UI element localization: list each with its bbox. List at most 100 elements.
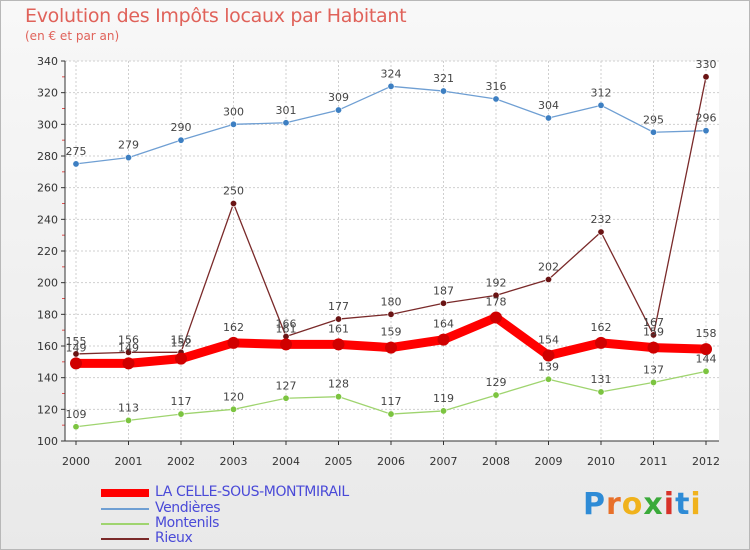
data-label-2: 128 <box>328 378 349 391</box>
series-point-1 <box>334 106 342 114</box>
y-tick-label: 260 <box>37 182 58 195</box>
data-label-0: 149 <box>118 341 139 354</box>
data-label-0: 162 <box>591 321 612 334</box>
y-tick-label: 180 <box>37 308 58 321</box>
data-label-1: 316 <box>486 80 507 93</box>
series-point-2 <box>702 367 710 375</box>
series-point-0 <box>437 333 450 346</box>
data-label-1: 301 <box>276 104 297 117</box>
series-point-3 <box>649 331 657 339</box>
series-point-2 <box>177 410 185 418</box>
y-tick-label: 220 <box>37 245 58 258</box>
data-label-1: 300 <box>223 105 244 118</box>
data-label-3: 156 <box>171 333 192 346</box>
x-tick-label: 2004 <box>272 455 300 468</box>
data-label-0: 159 <box>643 326 664 339</box>
y-tick-label: 280 <box>37 150 58 163</box>
y-tick-label: 240 <box>37 213 58 226</box>
data-label-1: 296 <box>696 112 717 125</box>
series-point-1 <box>230 120 238 128</box>
legend-swatch <box>101 538 149 540</box>
series-point-1 <box>177 136 185 144</box>
data-label-2: 109 <box>66 408 87 421</box>
data-label-3: 155 <box>66 335 87 348</box>
data-label-0: 161 <box>276 322 297 335</box>
data-label-0: 161 <box>328 322 349 335</box>
series-point-1 <box>492 95 500 103</box>
legend-label: Rieux <box>155 530 193 546</box>
x-tick-label: 2006 <box>377 455 405 468</box>
series-point-0 <box>595 336 607 349</box>
series-point-3 <box>702 73 710 81</box>
data-label-0: 178 <box>486 296 507 309</box>
series-point-1 <box>125 154 133 162</box>
series-point-0 <box>280 338 292 351</box>
series-point-2 <box>492 391 500 399</box>
legend-item: Montenils <box>101 515 461 532</box>
series-point-0 <box>490 311 502 324</box>
data-label-3: 192 <box>486 276 507 289</box>
x-tick-label: 2000 <box>62 455 90 468</box>
series-point-3 <box>492 291 500 299</box>
series-point-0 <box>647 341 660 354</box>
series-point-3 <box>230 200 238 208</box>
proxiti-logo: Proxiti <box>583 487 702 522</box>
x-tick-label: 2010 <box>587 455 615 468</box>
series-point-2 <box>649 378 657 386</box>
legend-label: Montenils <box>155 515 219 531</box>
x-tick-label: 2009 <box>535 455 563 468</box>
series-point-3 <box>334 315 342 323</box>
series-point-1 <box>439 87 447 95</box>
series-point-3 <box>544 275 552 283</box>
series-point-0 <box>332 338 345 351</box>
series-point-3 <box>439 299 447 307</box>
data-label-3: 180 <box>381 295 402 308</box>
series-point-0 <box>70 357 82 370</box>
data-label-1: 290 <box>171 121 192 134</box>
data-label-2: 137 <box>643 363 664 376</box>
legend-item: Vendières <box>101 500 461 517</box>
series-point-2 <box>72 423 80 431</box>
series-point-2 <box>230 405 238 413</box>
series-point-3 <box>72 350 80 358</box>
series-point-0 <box>175 352 187 365</box>
series-point-3 <box>597 228 605 236</box>
series-point-1 <box>597 101 605 109</box>
data-label-1: 324 <box>381 67 402 80</box>
series-point-2 <box>597 388 605 396</box>
data-label-2: 117 <box>171 395 192 408</box>
x-tick-label: 2008 <box>482 455 510 468</box>
legend-label: Vendières <box>155 500 221 516</box>
series-point-0 <box>227 336 240 349</box>
legend-item: Rieux <box>101 530 461 547</box>
y-tick-label: 300 <box>37 118 58 131</box>
data-label-1: 279 <box>118 139 139 152</box>
data-label-3: 202 <box>538 261 559 274</box>
series-point-2 <box>387 410 395 418</box>
series-point-1 <box>649 128 657 136</box>
series-point-2 <box>334 393 342 401</box>
logo-letter: i <box>690 487 702 522</box>
series-point-2 <box>282 394 290 402</box>
data-label-0: 164 <box>433 318 454 331</box>
data-label-3: 156 <box>118 333 139 346</box>
x-tick-label: 2003 <box>220 455 248 468</box>
legend-swatch <box>101 489 149 497</box>
series-point-1 <box>282 119 290 127</box>
data-label-1: 321 <box>433 72 454 85</box>
data-label-3: 177 <box>328 300 349 313</box>
data-label-0: 159 <box>381 326 402 339</box>
data-label-1: 295 <box>643 113 664 126</box>
data-label-2: 131 <box>591 373 612 386</box>
x-tick-label: 2001 <box>115 455 143 468</box>
data-label-3: 187 <box>433 284 454 297</box>
data-label-0: 154 <box>538 334 559 347</box>
logo-letter: o <box>621 487 644 522</box>
y-tick-label: 200 <box>37 277 58 290</box>
series-point-2 <box>439 407 447 415</box>
data-label-3: 167 <box>643 316 664 329</box>
data-label-2: 120 <box>223 390 244 403</box>
series-point-2 <box>544 375 552 383</box>
series-point-0 <box>385 341 397 354</box>
series-point-1 <box>72 160 80 168</box>
